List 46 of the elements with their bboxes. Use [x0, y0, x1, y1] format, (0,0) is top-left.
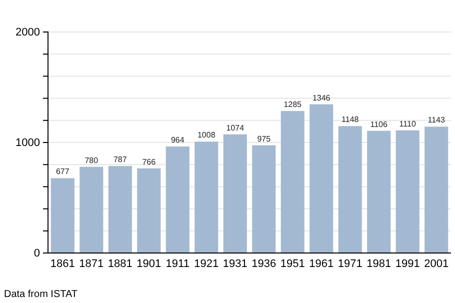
bar — [252, 145, 276, 253]
data-label: 780 — [84, 156, 99, 165]
x-tick-label: 1936 — [252, 258, 276, 270]
data-label: 1074 — [226, 123, 245, 132]
data-label: 1008 — [197, 130, 216, 140]
bar — [166, 146, 190, 253]
x-tick-label: 1861 — [50, 258, 75, 270]
data-label: 1148 — [342, 115, 360, 124]
bar — [367, 130, 391, 253]
x-tick-label: 1981 — [366, 258, 392, 270]
x-tick-label: 1961 — [309, 258, 334, 270]
y-tick-label: 0 — [34, 248, 40, 260]
bar — [223, 134, 247, 253]
bar — [396, 130, 420, 253]
x-tick-label: 1991 — [395, 258, 420, 270]
data-label: 766 — [142, 157, 156, 166]
y-tick-label: 1000 — [16, 137, 40, 150]
x-tick-label: 1971 — [338, 258, 362, 270]
data-label: 677 — [56, 167, 70, 176]
bar — [80, 166, 104, 253]
data-label: 1285 — [284, 100, 302, 110]
bar — [280, 111, 304, 253]
x-tick-label: 1881 — [108, 258, 132, 270]
x-tick-label: 1921 — [194, 258, 219, 270]
data-label: 1106 — [370, 120, 388, 129]
bar — [108, 166, 132, 253]
x-tick-label: 1951 — [280, 258, 305, 270]
data-label: 975 — [257, 134, 272, 144]
x-tick-label: 2001 — [424, 258, 449, 270]
x-tick-label: 1871 — [79, 258, 104, 270]
bar — [338, 126, 362, 253]
bar — [50, 178, 74, 253]
x-tick-label: 1931 — [222, 258, 248, 270]
x-tick-label: 1901 — [136, 258, 162, 270]
data-label: 1110 — [399, 119, 416, 128]
bar — [424, 126, 448, 253]
x-tick-label: 1911 — [166, 258, 190, 270]
data-label: 1143 — [428, 116, 446, 125]
data-label: 787 — [113, 155, 128, 164]
y-tick-label: 2000 — [16, 26, 40, 39]
bar — [310, 104, 334, 253]
text: Data from ISTAT — [4, 289, 78, 300]
bar — [137, 168, 161, 253]
data-label: 964 — [170, 135, 185, 144]
bar — [194, 142, 218, 253]
data-label: 1346 — [312, 93, 331, 102]
